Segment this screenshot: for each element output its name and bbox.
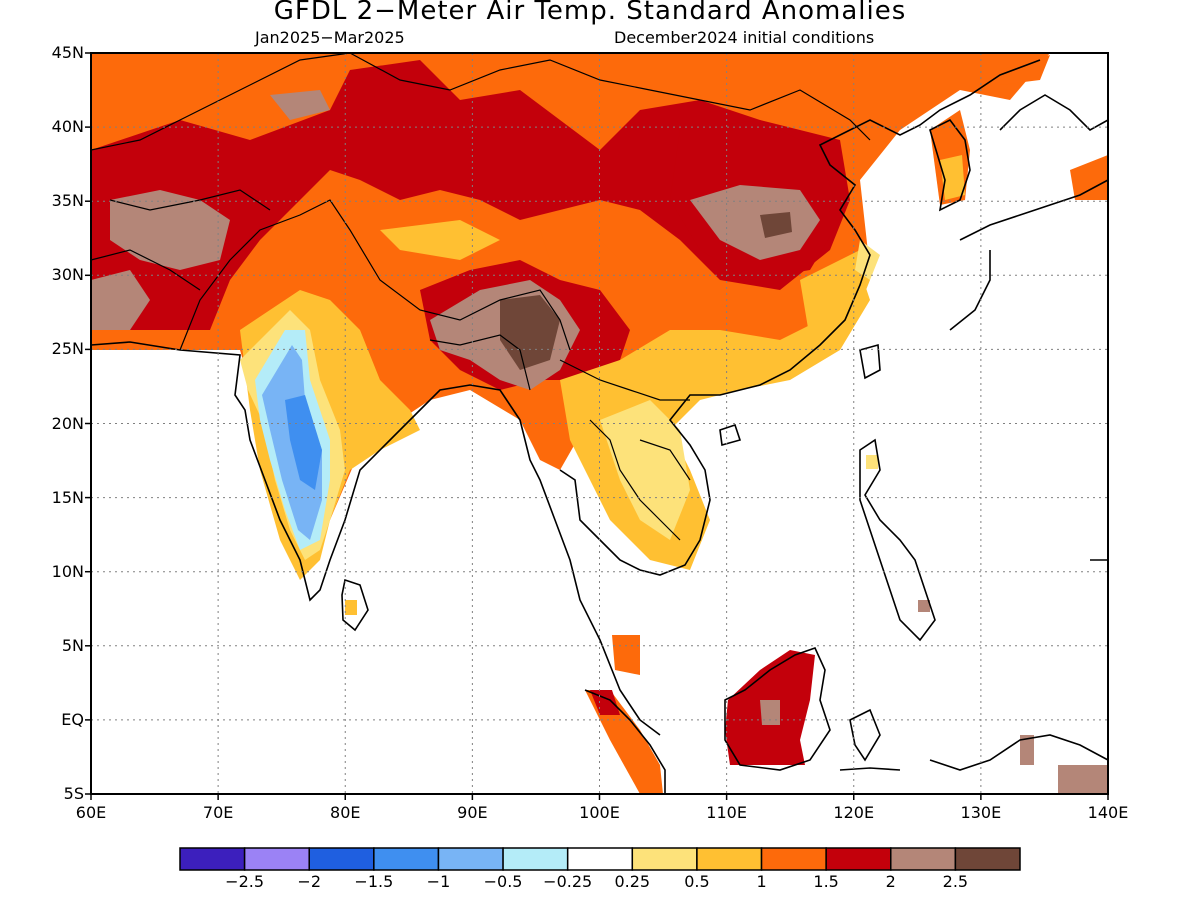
colorbar — [179, 847, 1021, 871]
colorbar-label: 0.25 — [614, 872, 651, 891]
gridlines — [91, 53, 1108, 794]
colorbar-swatch — [954, 847, 1021, 871]
colorbar-swatch — [502, 847, 569, 871]
colorbar-swatch — [696, 847, 763, 871]
lat-label: 35N — [51, 191, 84, 211]
lat-label: 25N — [51, 339, 84, 359]
lat-label: EQ — [61, 709, 84, 729]
colorbar-label: 2 — [885, 872, 896, 891]
lat-label: 15N — [51, 487, 84, 507]
lat-label: 45N — [51, 43, 84, 62]
colorbar-label: −0.5 — [483, 872, 523, 891]
colorbar-swatch — [566, 847, 634, 871]
lat-label: 40N — [51, 117, 84, 137]
lon-label: 110E — [706, 803, 747, 822]
colorbar-swatch — [760, 847, 827, 871]
colorbar-label: −2 — [297, 872, 322, 891]
colorbar-label: −1.5 — [354, 872, 394, 891]
lon-label: 100E — [579, 803, 620, 822]
lat-label: 10N — [51, 561, 84, 581]
colorbar-label: 1 — [756, 872, 767, 891]
lon-label: 120E — [833, 803, 875, 822]
lat-label: 5S — [63, 784, 84, 803]
lon-label: 90E — [457, 803, 488, 822]
lon-label: 140E — [1087, 803, 1129, 822]
lat-label: 5N — [61, 635, 84, 655]
colorbar-swatch — [631, 847, 698, 871]
lat-label: 20N — [51, 413, 84, 433]
borders — [90, 52, 871, 541]
colorbar-swatch — [179, 847, 246, 871]
lon-label: 130E — [960, 803, 1002, 822]
colorbar-swatch — [243, 847, 310, 871]
colorbar-label: 2.5 — [942, 872, 969, 891]
colorbar-label: 0.5 — [684, 872, 710, 891]
lon-label: 80E — [330, 803, 361, 822]
forecast-period: Jan2025−Mar2025 — [255, 28, 405, 47]
map-title: GFDL 2−Meter Air Temp. Standard Anomalie… — [273, 0, 907, 26]
lon-label: 60E — [75, 803, 107, 822]
axis-ticks — [85, 52, 1109, 800]
colorbar-swatch — [308, 847, 375, 871]
colorbar-swatch — [437, 847, 504, 871]
colorbar-swatch — [890, 847, 957, 871]
initial-conditions: December2024 initial conditions — [614, 28, 875, 47]
lat-label: 30N — [51, 265, 84, 285]
colorbar-label: 1.5 — [813, 872, 839, 891]
colorbar-label: −1 — [426, 872, 451, 891]
colorbar-swatch — [825, 847, 892, 871]
colorbar-label: −0.25 — [543, 872, 593, 891]
colorbar-swatch — [373, 847, 440, 871]
colorbar-label: −2.5 — [225, 872, 265, 891]
lon-label: 70E — [202, 803, 234, 822]
